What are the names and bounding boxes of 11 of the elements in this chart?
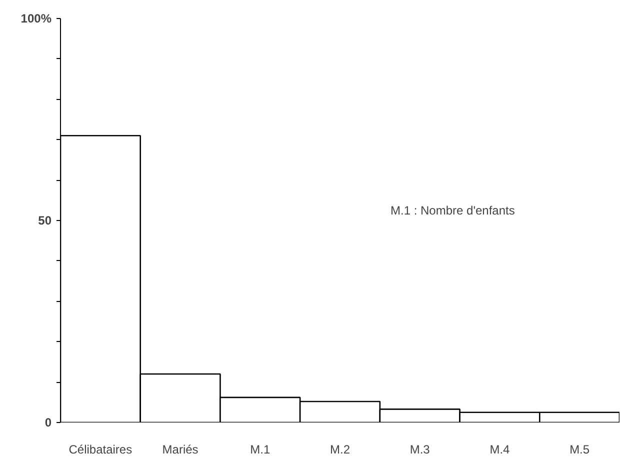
x-tick-label: M.3	[410, 442, 430, 456]
x-tick-label: Célibataires	[68, 442, 132, 456]
x-tick-label: M.2	[330, 442, 350, 456]
x-tick-label: Mariés	[162, 442, 198, 456]
y-tick-label: 100%	[20, 12, 52, 26]
y-tick-label: 0	[44, 416, 52, 430]
annotation: M.1 : Nombre d'enfants	[390, 204, 515, 218]
y-tick-label: 50	[38, 214, 52, 228]
x-tick-label: M.5	[570, 442, 590, 456]
x-tick-label: M.4	[490, 442, 510, 456]
x-tick-label: M.1	[250, 442, 270, 456]
